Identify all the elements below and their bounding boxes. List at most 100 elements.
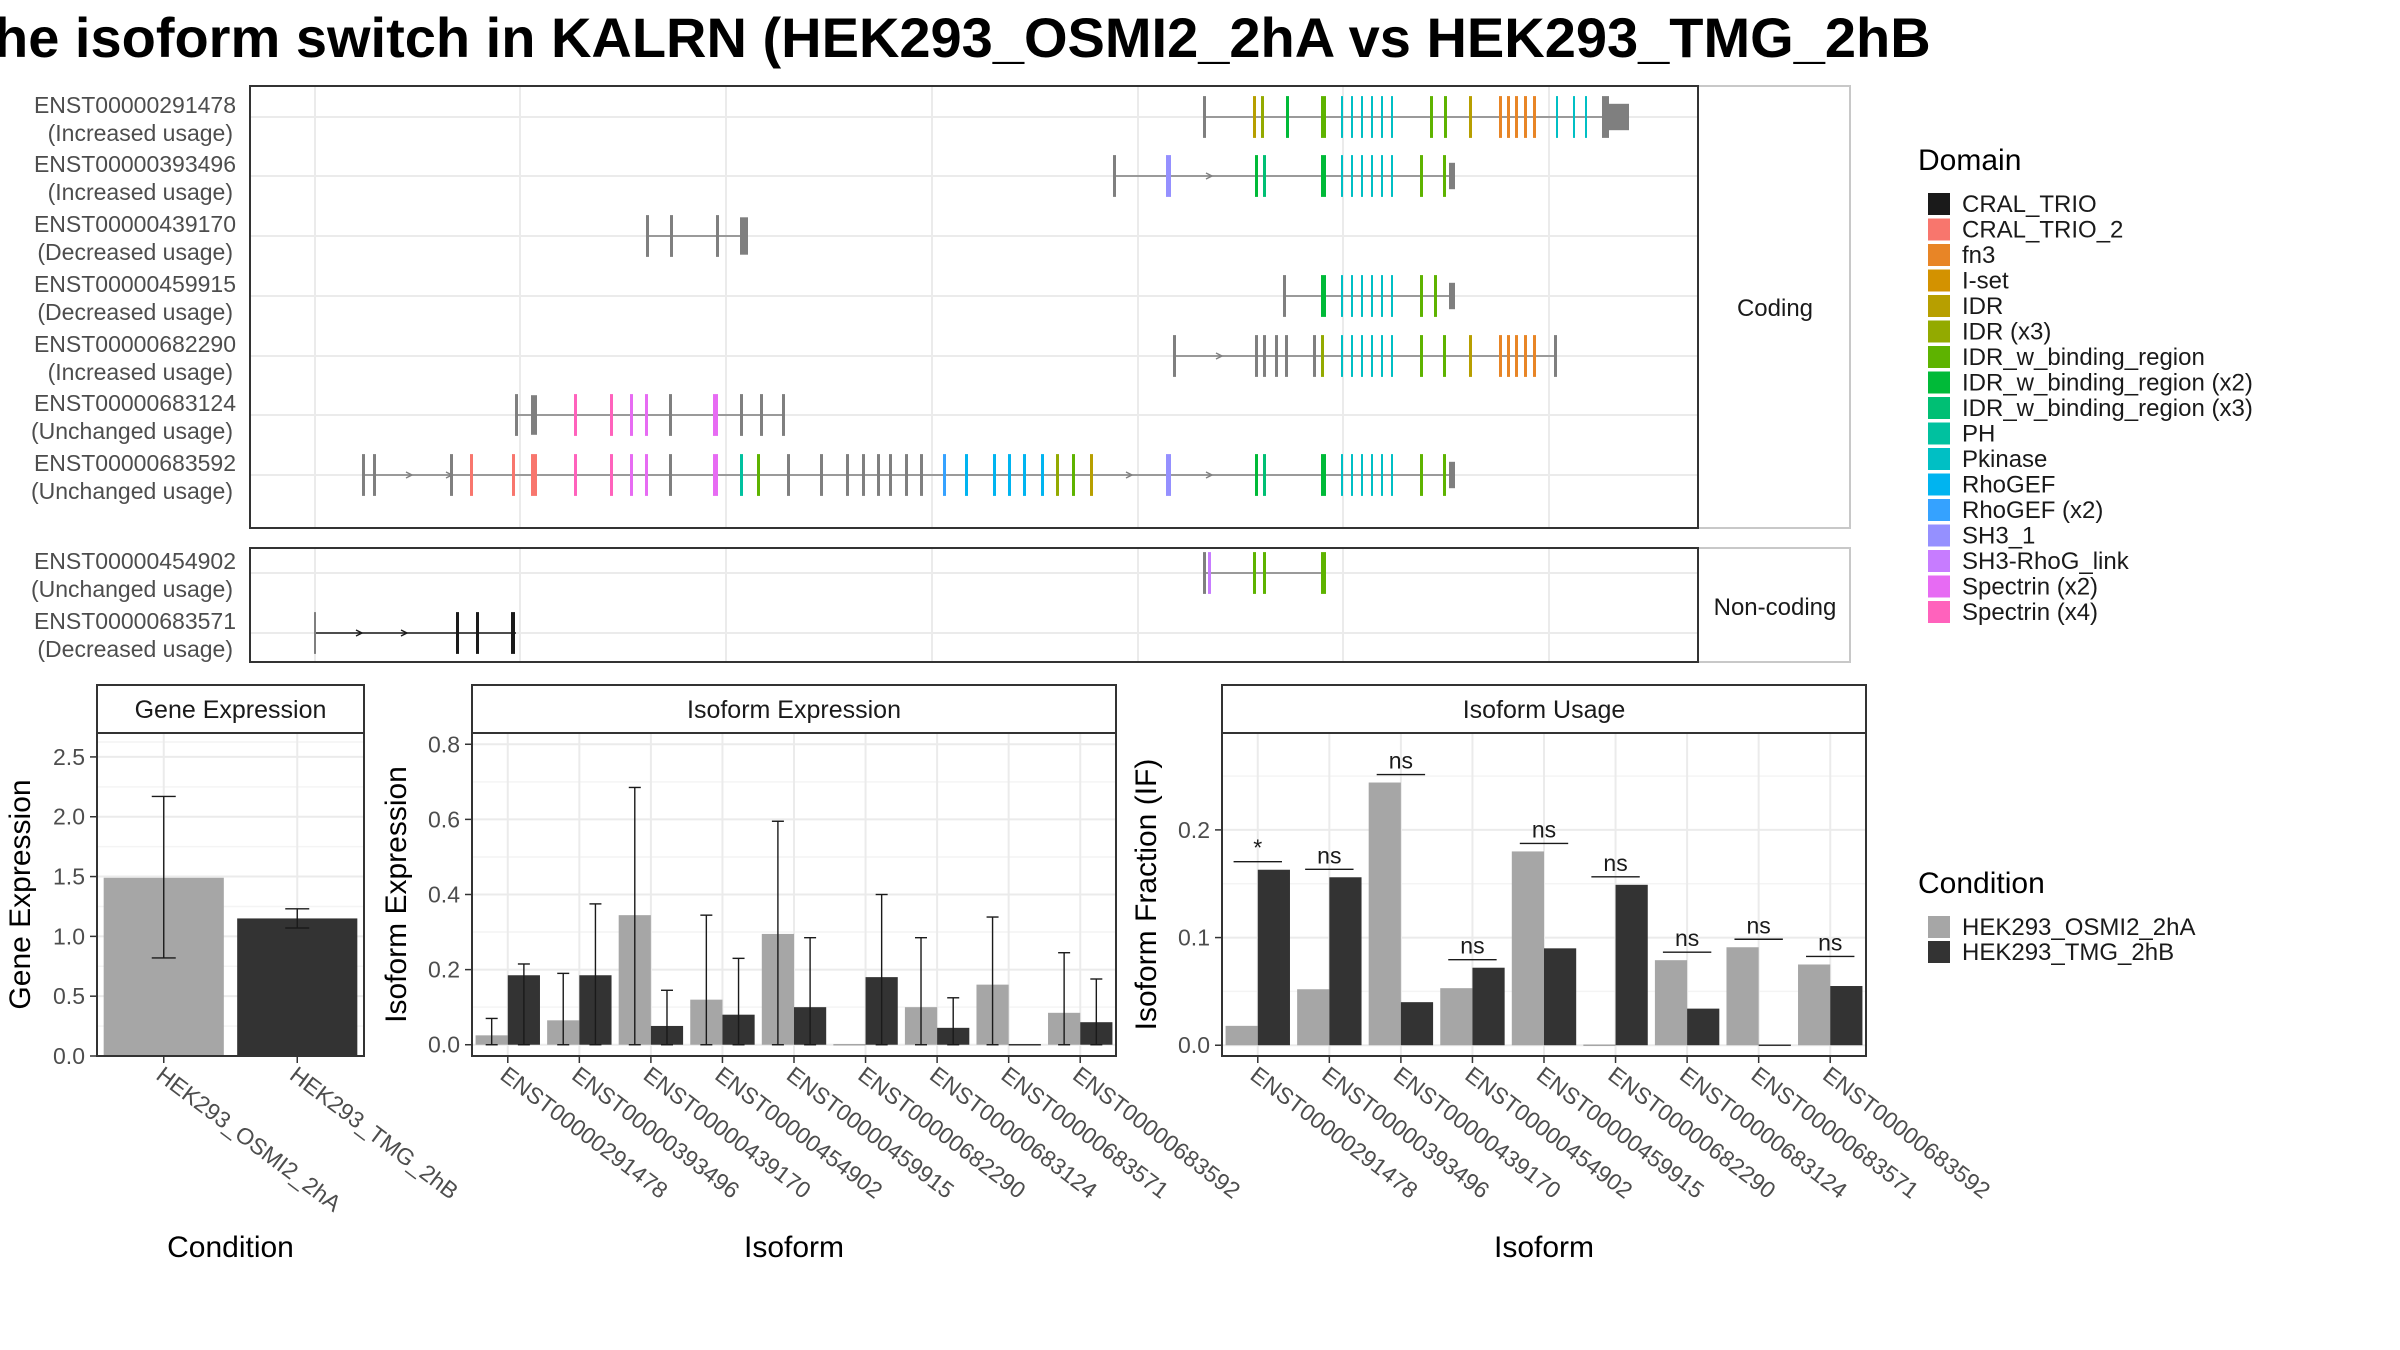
exon-block	[531, 395, 537, 435]
exon-block	[1275, 335, 1278, 377]
y-tick-label: 0.2	[1178, 817, 1210, 843]
isoform-expression-panel: Isoform Expression0.00.20.40.60.8ENST000…	[380, 684, 1245, 1264]
panel-strip	[96, 684, 365, 734]
exon-block	[1173, 335, 1176, 377]
bar	[1726, 947, 1759, 1046]
panel-title: Isoform Expression	[687, 696, 901, 724]
domain-legend-title: Domain	[1918, 144, 2021, 177]
exon-block	[1023, 454, 1026, 496]
exon-block	[1255, 454, 1258, 496]
exon-block	[1449, 461, 1455, 489]
bar	[1368, 782, 1401, 1046]
exon-block	[1507, 96, 1510, 138]
strand-arrow	[1125, 471, 1134, 479]
domain-legend-swatch	[1928, 397, 1950, 419]
coding-transcript-panel	[249, 85, 1851, 529]
y-tick-label: 0.0	[428, 1032, 460, 1058]
exon-block	[782, 394, 785, 436]
significance-label: *	[1253, 835, 1262, 861]
domain-legend-label: SH3-RhoG_link	[1962, 548, 2130, 575]
y-tick-label: 0.1	[1178, 925, 1210, 951]
exon-block	[1391, 454, 1393, 496]
bar	[1830, 986, 1863, 1046]
exon-block	[1321, 454, 1326, 496]
domain-legend-label: IDR (x3)	[1962, 319, 2051, 346]
domain-legend-label: Pkinase	[1962, 446, 2047, 473]
exon-block	[1361, 454, 1363, 496]
transcript-id-label: ENST00000291478	[34, 92, 236, 118]
facet-label-noncoding: Non-coding	[1714, 594, 1837, 621]
exon-block	[920, 454, 923, 496]
exon-block	[1113, 155, 1116, 197]
exon-block	[574, 394, 577, 436]
exon-block	[1469, 335, 1472, 377]
bar	[1654, 960, 1688, 1046]
exon-block	[820, 454, 823, 496]
exon-block	[515, 394, 518, 436]
exon-block	[1283, 275, 1286, 317]
significance-label: ns	[1675, 925, 1699, 951]
domain-legend-label: CRAL_TRIO	[1962, 191, 2097, 218]
domain-legend-label: fn3	[1962, 242, 1995, 269]
domain-legend-label: IDR_w_binding_region	[1962, 344, 2205, 371]
strand-arrow	[1205, 172, 1214, 180]
exon-block	[630, 454, 633, 496]
domain-legend-swatch	[1928, 448, 1950, 470]
bar	[1297, 989, 1330, 1046]
exon-block	[1371, 454, 1373, 496]
exon-block	[1449, 162, 1455, 190]
exon-block	[1554, 335, 1557, 377]
domain-legend-swatch	[1928, 473, 1950, 496]
exon-block	[965, 454, 968, 496]
exon-block	[1166, 155, 1171, 197]
exon-block	[740, 454, 743, 496]
exon-block	[740, 394, 743, 436]
exon-block	[1286, 96, 1289, 138]
exon-block	[713, 394, 718, 436]
exon-block	[716, 215, 719, 257]
exon-block	[1371, 96, 1373, 138]
exon-block	[1361, 155, 1363, 197]
exon-block	[531, 454, 537, 496]
bar	[1544, 948, 1577, 1046]
exon-block	[1351, 155, 1353, 197]
exon-block	[669, 394, 672, 436]
domain-legend-label: RhoGEF (x2)	[1962, 497, 2103, 524]
condition-legend-label: HEK293_OSMI2_2hA	[1962, 914, 2195, 941]
y-axis-title: Isoform Fraction (IF)	[1130, 759, 1163, 1031]
exon-block	[1255, 335, 1258, 377]
domain-legend-label: IDR_w_binding_region (x3)	[1962, 395, 2253, 422]
transcript-usage-label: (Decreased usage)	[37, 636, 233, 662]
exon-block	[1351, 96, 1353, 138]
facet-label-coding: Coding	[1737, 295, 1813, 322]
exon-block	[1371, 155, 1373, 197]
exon-block	[713, 454, 718, 496]
exon-block	[646, 215, 649, 257]
exon-block	[1391, 275, 1393, 317]
exon-block	[1253, 96, 1256, 138]
exon-block	[1361, 335, 1363, 377]
exon-block	[1443, 454, 1446, 496]
exon-block	[456, 612, 459, 654]
transcript-id-label: ENST00000682290	[34, 331, 236, 357]
bar	[1400, 1002, 1434, 1046]
exon-block	[1420, 335, 1423, 377]
transcript-usage-label: (Increased usage)	[48, 179, 233, 205]
bar	[237, 918, 358, 1056]
exon-block	[1263, 552, 1266, 594]
domain-legend-label: RhoGEF	[1962, 472, 2055, 499]
exon-block	[574, 454, 577, 496]
exon-block	[757, 454, 760, 496]
exon-block	[1443, 155, 1446, 197]
y-tick-label: 0.4	[428, 882, 460, 908]
domain-legend-swatch	[1928, 550, 1950, 572]
exon-block	[314, 612, 316, 654]
transcript-id-label: ENST00000439170	[34, 211, 236, 237]
bar	[1472, 967, 1505, 1046]
bar	[1687, 1008, 1720, 1046]
transcript-usage-label: (Unchanged usage)	[31, 418, 233, 444]
exon-block	[645, 394, 648, 436]
exon-block	[450, 454, 453, 496]
exon-block	[877, 454, 880, 496]
